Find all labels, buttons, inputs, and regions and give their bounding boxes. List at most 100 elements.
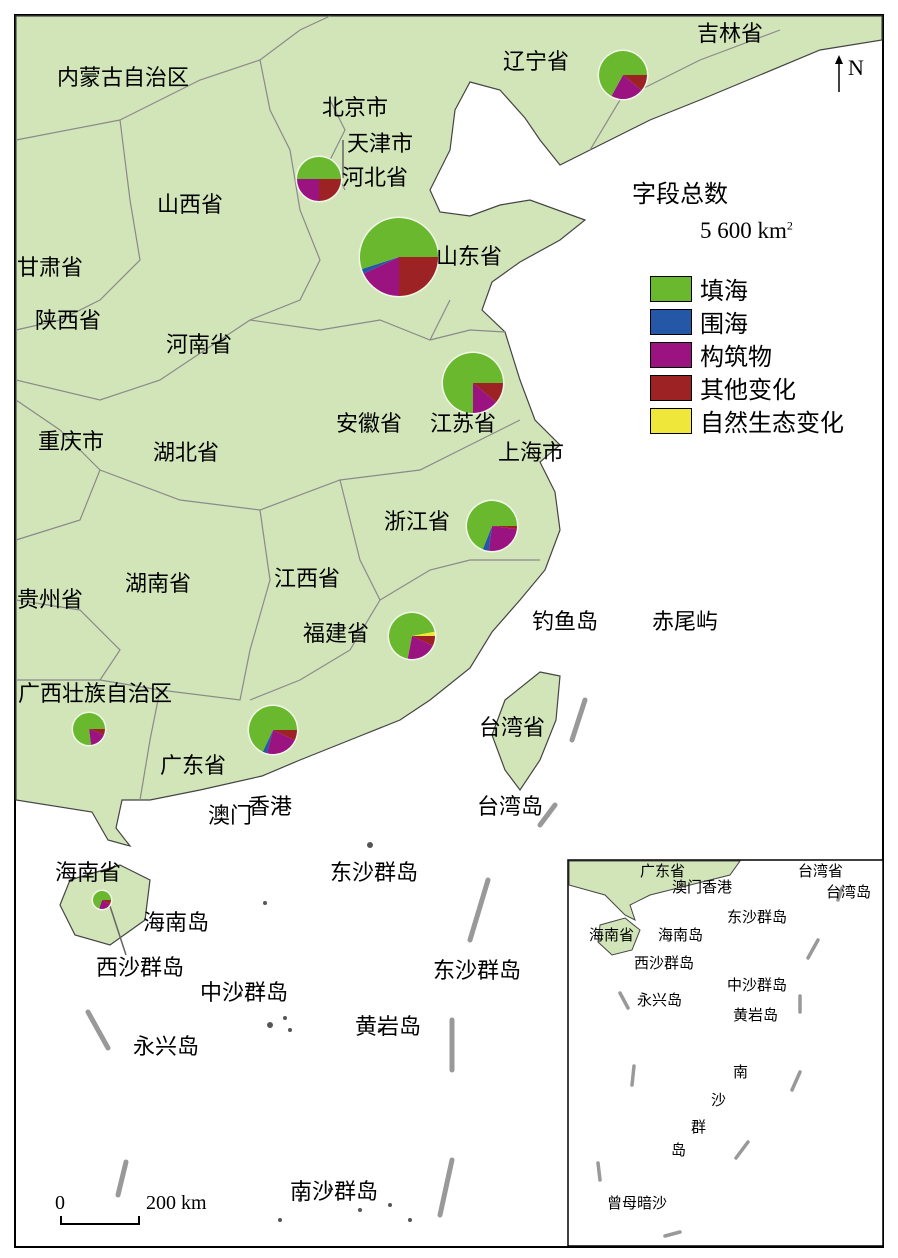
pie-slice-填海: [467, 500, 517, 550]
label-hunan: 湖南省: [125, 572, 192, 597]
label-jiangsu: 江苏省: [430, 412, 497, 437]
inset-land: [568, 860, 741, 921]
north-arrow-icon: [835, 55, 843, 92]
inset-label-dao: 岛: [671, 1141, 687, 1159]
north-label: N: [848, 55, 864, 80]
pie-slice-其他变化: [412, 636, 435, 646]
inset-label-hainan-island: 海南岛: [658, 926, 704, 944]
label-hongkong: 香港: [248, 795, 293, 820]
label-chongqing: 重庆市: [38, 430, 105, 455]
inset-label-sha: 沙: [711, 1091, 727, 1109]
label-yongxing: 永兴岛: [133, 1035, 200, 1060]
inset-label-guangdong: 广东省: [640, 862, 686, 880]
inset-nine-dash-line: [596, 886, 844, 1238]
label-dongsha-1: 东沙群岛: [330, 861, 419, 886]
legend-title: 字段总数: [632, 180, 728, 208]
legend-item: 自然生态变化: [650, 404, 844, 437]
inset-label-qun: 群: [691, 1118, 707, 1136]
pie-福建省: [387, 611, 437, 661]
label-jilin: 吉林省: [697, 22, 764, 47]
pie-slice-其他变化: [102, 900, 111, 905]
pie-山东省: [358, 216, 440, 298]
label-liaoning: 辽宁省: [503, 50, 570, 75]
label-anhui: 安徽省: [336, 412, 403, 437]
nine-dash-line: [85, 697, 588, 1218]
inset-label-taiwan-island: 台湾岛: [826, 883, 872, 901]
label-tianjin: 天津市: [347, 132, 414, 157]
legend-swatch: [650, 374, 692, 401]
label-hebei: 河北省: [342, 166, 409, 191]
pie-slice-填海: [249, 706, 297, 752]
pie-slice-构筑物: [611, 75, 642, 99]
pie-slice-围海: [361, 257, 399, 274]
pie-浙江省: [465, 499, 519, 553]
label-jiangxi: 江西省: [274, 567, 341, 592]
legend-item: 其他变化: [650, 371, 844, 404]
inset-label-dongsha: 东沙群岛: [727, 908, 788, 926]
pie-slice-自然生态变化: [412, 631, 435, 636]
pie-河北省: [295, 155, 343, 203]
label-zhejiang: 浙江省: [384, 510, 451, 535]
label-henan: 河南省: [166, 333, 233, 358]
label-taiwan-province: 台湾省: [479, 716, 546, 741]
inset-frame: [567, 859, 884, 1247]
label-hainan-island: 海南岛: [143, 911, 210, 936]
label-hainan-province: 海南省: [55, 861, 122, 886]
pie-slice-填海: [443, 353, 503, 413]
pie-slice-构筑物: [488, 526, 517, 551]
legend-swatch: [650, 407, 692, 434]
pie-辽宁省: [597, 49, 649, 101]
label-hubei: 湖北省: [153, 441, 220, 466]
label-macau: 澳门: [208, 804, 253, 829]
legend-item: 围海: [650, 305, 844, 338]
pie-slice-填海: [389, 613, 435, 659]
inset-label-zhongsha: 中沙群岛: [727, 976, 788, 994]
pie-江苏省: [441, 351, 505, 415]
legend-item: 构筑物: [650, 338, 844, 371]
pie-slice-其他变化: [319, 179, 341, 201]
legend-swatch: [650, 341, 692, 368]
inset-label-zengmu: 曾母暗沙: [607, 1194, 668, 1212]
inset-label-taiwan-province: 台湾省: [798, 862, 844, 880]
inset-hainan: [597, 917, 641, 956]
inset-label-xisha: 西沙群岛: [634, 954, 695, 972]
label-gansu: 甘肃省: [17, 256, 84, 281]
legend-size: 5 600 km2: [700, 218, 793, 243]
label-fujian: 福建省: [303, 622, 370, 647]
label-dongsha-2: 东沙群岛: [433, 959, 522, 984]
pie-slice-构筑物: [473, 383, 497, 413]
label-neimenggu: 内蒙古自治区: [57, 66, 190, 91]
legend-swatch: [650, 308, 692, 335]
pie-海南省: [91, 889, 113, 911]
legend: 填海 围海 构筑物 其他变化 自然生态变化: [650, 272, 844, 437]
pie-slice-构筑物: [297, 179, 319, 201]
label-shanghai: 上海市: [498, 441, 565, 466]
label-shandong: 山东省: [436, 245, 503, 270]
inset-label-nan: 南: [733, 1063, 749, 1081]
pie-广东省: [247, 704, 299, 756]
pie-slice-构筑物: [267, 730, 295, 754]
legend-item: 填海: [650, 272, 844, 305]
label-xisha: 西沙群岛: [96, 956, 185, 981]
xisha-leader-line: [107, 899, 127, 956]
pie-slice-其他变化: [623, 75, 647, 91]
pie-slice-填海: [360, 218, 438, 270]
pie-slice-填海: [73, 713, 105, 745]
pie-slice-围海: [262, 730, 273, 754]
pie-slice-填海: [598, 50, 647, 97]
province-borders: [15, 15, 781, 801]
pie-slice-其他变化: [399, 257, 438, 296]
inset-label-yongxing: 永兴岛: [637, 991, 683, 1009]
scale-start: 0: [55, 1192, 65, 1214]
pie-slice-其他变化: [473, 383, 504, 403]
label-guizhou: 贵州省: [17, 588, 84, 613]
inset-label-hainan-province: 海南省: [589, 926, 635, 944]
label-shaanxi: 陕西省: [35, 309, 102, 334]
pie-slice-构筑物: [99, 900, 110, 909]
pie-slice-构筑物: [89, 729, 104, 745]
pie-slice-填海: [297, 157, 341, 179]
label-taiwan-island: 台湾岛: [477, 795, 544, 820]
label-diaoyu: 钓鱼岛: [532, 610, 599, 635]
